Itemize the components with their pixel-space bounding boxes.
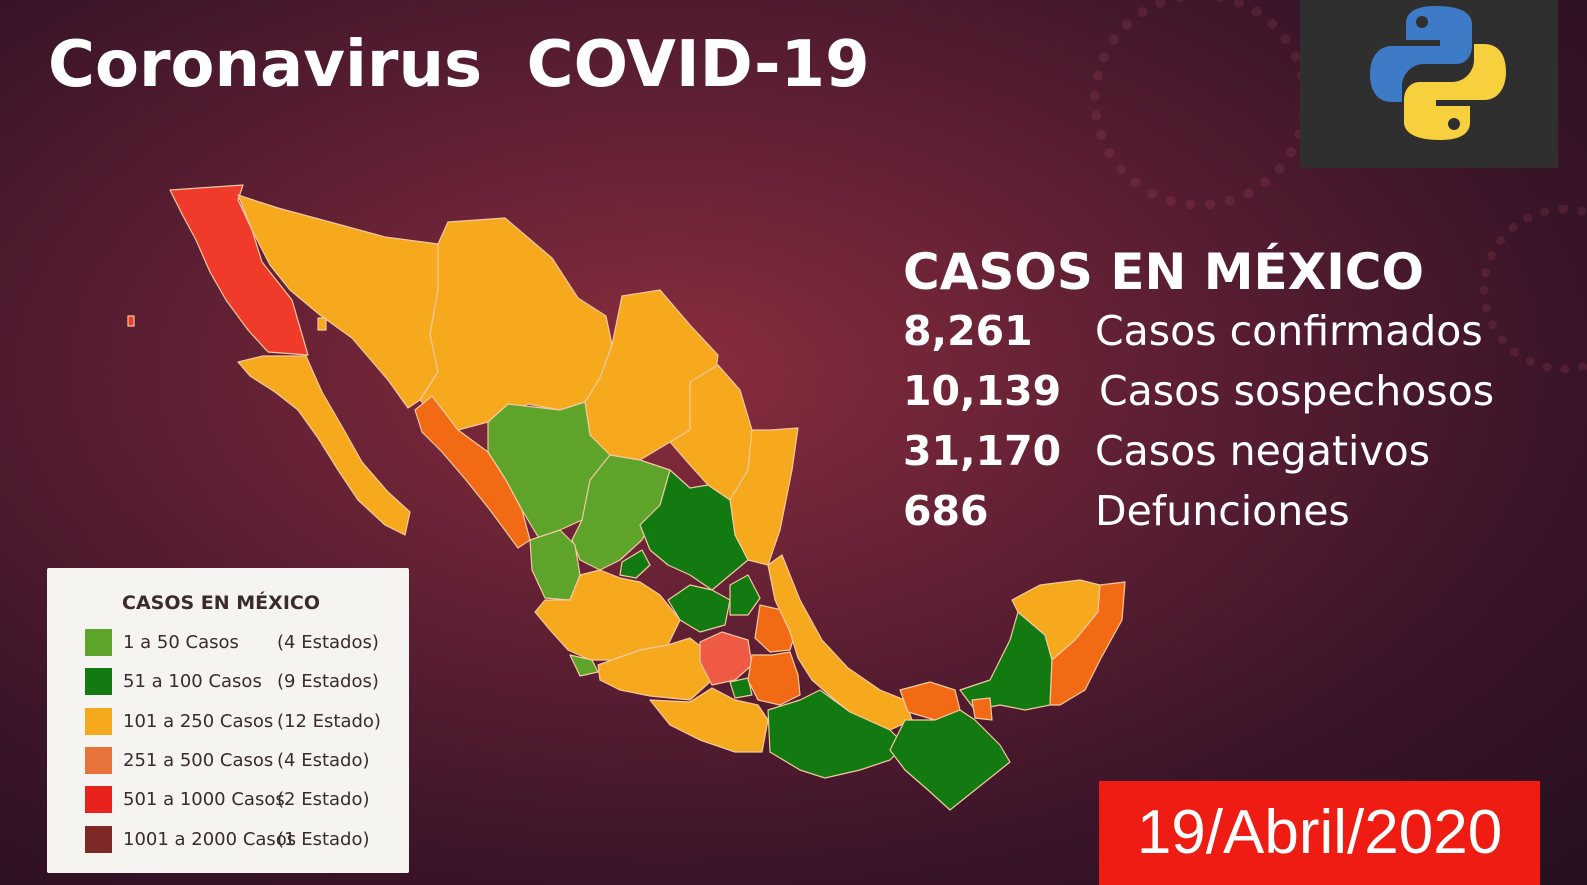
state-aguascalientes — [619, 549, 651, 579]
legend-item: 1001 a 2000 Casos (1 Estado) — [85, 826, 405, 854]
stat-row-confirmed: 8,261 Casos confirmados — [903, 307, 1483, 367]
python-logo-icon — [1370, 6, 1506, 140]
legend-range: 1001 a 2000 Casos — [123, 829, 297, 850]
state-san-luis-potosi — [639, 469, 749, 591]
python-logo-box — [1300, 0, 1558, 168]
stat-row-deaths: 686 Defunciones — [903, 487, 1424, 547]
stat-value: 31,170 — [903, 427, 1062, 475]
state-small-orange — [971, 697, 993, 721]
stat-label: Casos sospechosos — [1099, 367, 1495, 415]
legend-swatch — [85, 708, 112, 735]
date-label: 19/Abril/2020 — [1099, 781, 1540, 885]
legend-count: (2 Estado) — [277, 789, 370, 810]
state-chiapas — [889, 709, 1011, 811]
legend-range: 251 a 500 Casos — [123, 750, 274, 771]
legend-swatch — [85, 786, 112, 813]
legend-item: 501 a 1000 Casos (2 Estado) — [85, 786, 405, 814]
state-queretaro — [729, 574, 761, 616]
legend-range: 1 a 50 Casos — [123, 632, 239, 653]
island — [317, 317, 327, 331]
state-zacatecas — [571, 454, 671, 571]
stat-label: Casos confirmados — [1095, 307, 1483, 355]
state-baja-california — [169, 184, 309, 356]
map-legend: CASOS EN MÉXICO 1 a 50 Casos (4 Estados)… — [47, 568, 409, 873]
legend-range: 51 a 100 Casos — [123, 671, 262, 692]
legend-item: 101 a 250 Casos (12 Estado) — [85, 708, 405, 736]
stat-row-negative: 31,170 Casos negativos — [903, 427, 1430, 487]
state-colima — [569, 654, 599, 677]
legend-count: (1 Estado) — [277, 829, 370, 850]
legend-swatch — [85, 668, 112, 695]
case-stats: CASOS EN MÉXICO 8,261 Casos confirmados … — [903, 243, 1494, 547]
state-veracruz — [767, 554, 913, 731]
state-estado-de-mexico — [699, 631, 753, 686]
legend-range: 501 a 1000 Casos — [123, 789, 285, 810]
legend-count: (9 Estados) — [277, 671, 379, 692]
state-quintana-roo — [1049, 581, 1126, 706]
stat-value: 8,261 — [903, 307, 1033, 355]
legend-swatch — [85, 826, 112, 853]
stats-heading: CASOS EN MÉXICO — [903, 243, 1424, 301]
state-morelos — [729, 677, 753, 699]
state-puebla — [747, 651, 801, 706]
legend-item: 251 a 500 Casos (4 Estado) — [85, 747, 405, 775]
legend-count: (4 Estados) — [277, 632, 379, 653]
legend-count: (4 Estado) — [277, 750, 370, 771]
legend-title: CASOS EN MÉXICO — [122, 592, 320, 614]
state-chihuahua — [419, 217, 613, 431]
state-jalisco — [534, 569, 681, 661]
state-guanajuato — [667, 584, 731, 633]
island — [127, 315, 135, 327]
state-baja-california-sur — [237, 355, 411, 536]
stat-row-suspected: 10,139 Casos sospechosos — [903, 367, 1494, 427]
stat-value: 686 — [903, 487, 989, 535]
page-title: Coronavirus COVID-19 — [48, 28, 870, 102]
legend-item: 1 a 50 Casos (4 Estados) — [85, 629, 405, 657]
stat-label: Defunciones — [1095, 487, 1350, 535]
stat-label: Casos negativos — [1095, 427, 1431, 475]
legend-swatch — [85, 747, 112, 774]
stat-value: 10,139 — [903, 367, 1062, 415]
legend-range: 101 a 250 Casos — [123, 711, 274, 732]
legend-swatch — [85, 629, 112, 656]
legend-item: 51 a 100 Casos (9 Estados) — [85, 668, 405, 696]
legend-count: (12 Estado) — [277, 711, 381, 732]
